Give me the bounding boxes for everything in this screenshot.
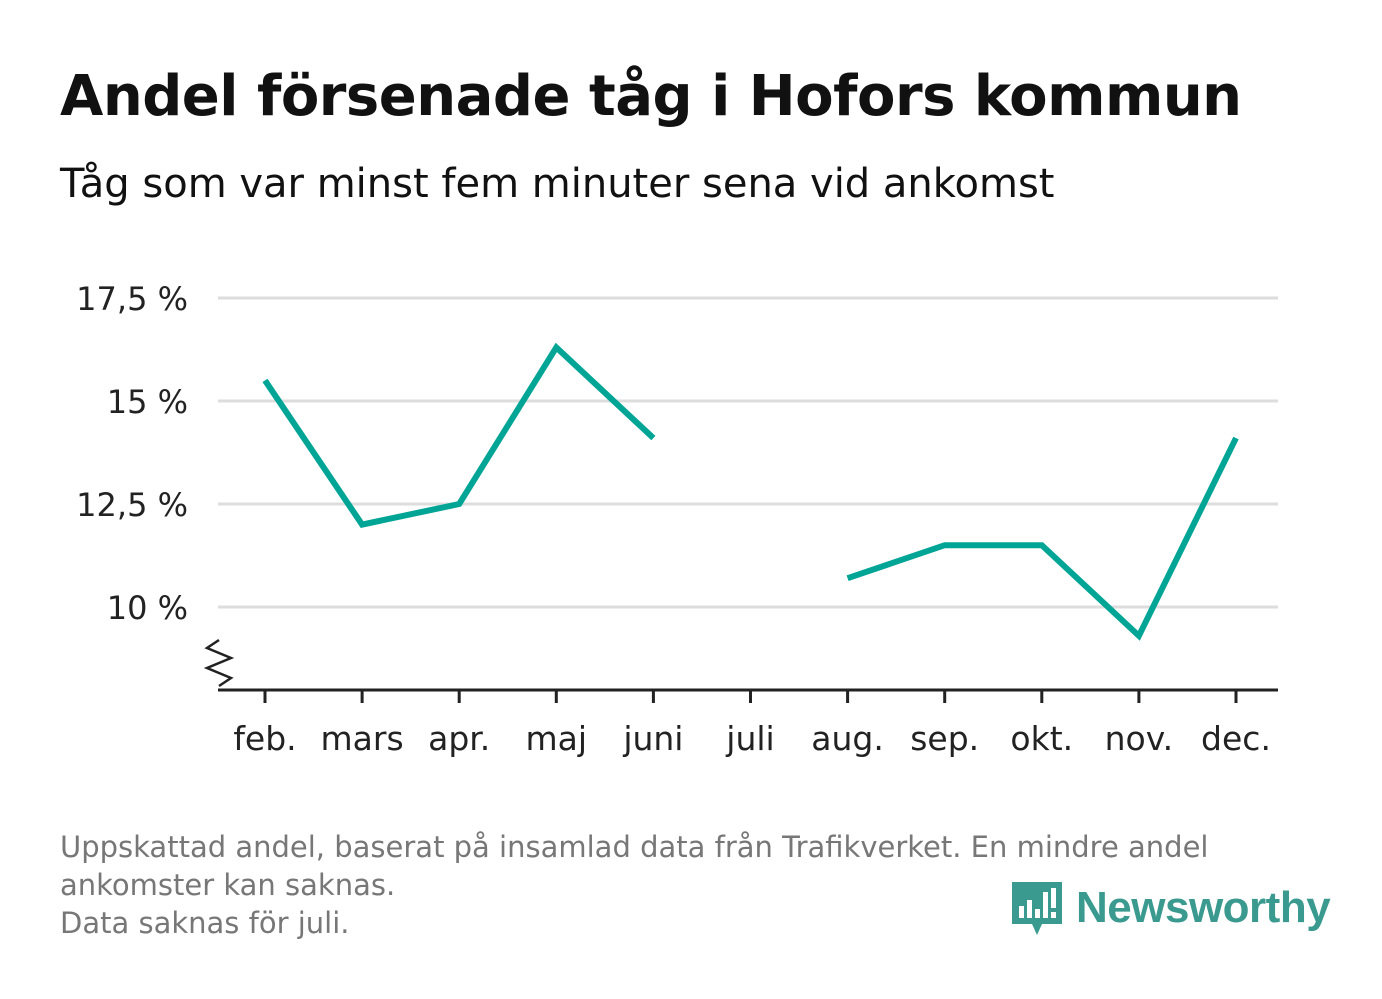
chart-title: Andel försenade tåg i Hofors kommun <box>60 64 1242 129</box>
x-tick-label: juni <box>622 719 683 758</box>
series-line-segment <box>262 342 656 528</box>
brand-logo: Newsworthy <box>1010 878 1331 938</box>
x-tick-label: aug. <box>811 719 884 758</box>
x-axis-tick-labels: feb. mars apr. maj juni juli aug. sep. okt. nov. d… <box>233 719 1271 758</box>
y-tick-label: 10 % <box>107 589 188 627</box>
newsworthy-logo-icon <box>1012 882 1062 935</box>
x-tick-label: dec. <box>1201 719 1271 758</box>
axis-break-icon <box>203 638 235 688</box>
y-axis-tick-labels: 10 % 12,5 % 15 % 17,5 % <box>76 280 188 627</box>
y-tick-label: 15 % <box>107 383 188 421</box>
x-tick-label: nov. <box>1105 719 1174 758</box>
brand-name: Newsworthy <box>1076 883 1331 932</box>
series-lines <box>262 342 1239 641</box>
y-tick-label: 17,5 % <box>76 280 188 318</box>
x-tick-label: mars <box>321 719 404 758</box>
y-tick-label: 12,5 % <box>76 486 188 524</box>
gridlines <box>218 296 1278 609</box>
chart-subtitle: Tåg som var minst fem minuter sena vid a… <box>60 161 1055 207</box>
series-line-segment <box>846 436 1239 641</box>
footnote: Uppskattad andel, baserat på insamlad da… <box>60 828 1310 942</box>
x-axis <box>203 638 1278 703</box>
footnote-line: Data saknas för juli. <box>60 906 350 940</box>
x-tick-label: feb. <box>233 719 296 758</box>
x-tick-label: okt. <box>1010 719 1073 758</box>
x-tick-label: maj <box>526 719 588 758</box>
x-tick-label: sep. <box>910 719 979 758</box>
x-tick-label: apr. <box>428 719 490 758</box>
x-tick-label: juli <box>725 719 774 758</box>
footnote-line: ankomster kan saknas. <box>60 868 396 902</box>
footnote-line: Uppskattad andel, baserat på insamlad da… <box>60 830 1209 864</box>
